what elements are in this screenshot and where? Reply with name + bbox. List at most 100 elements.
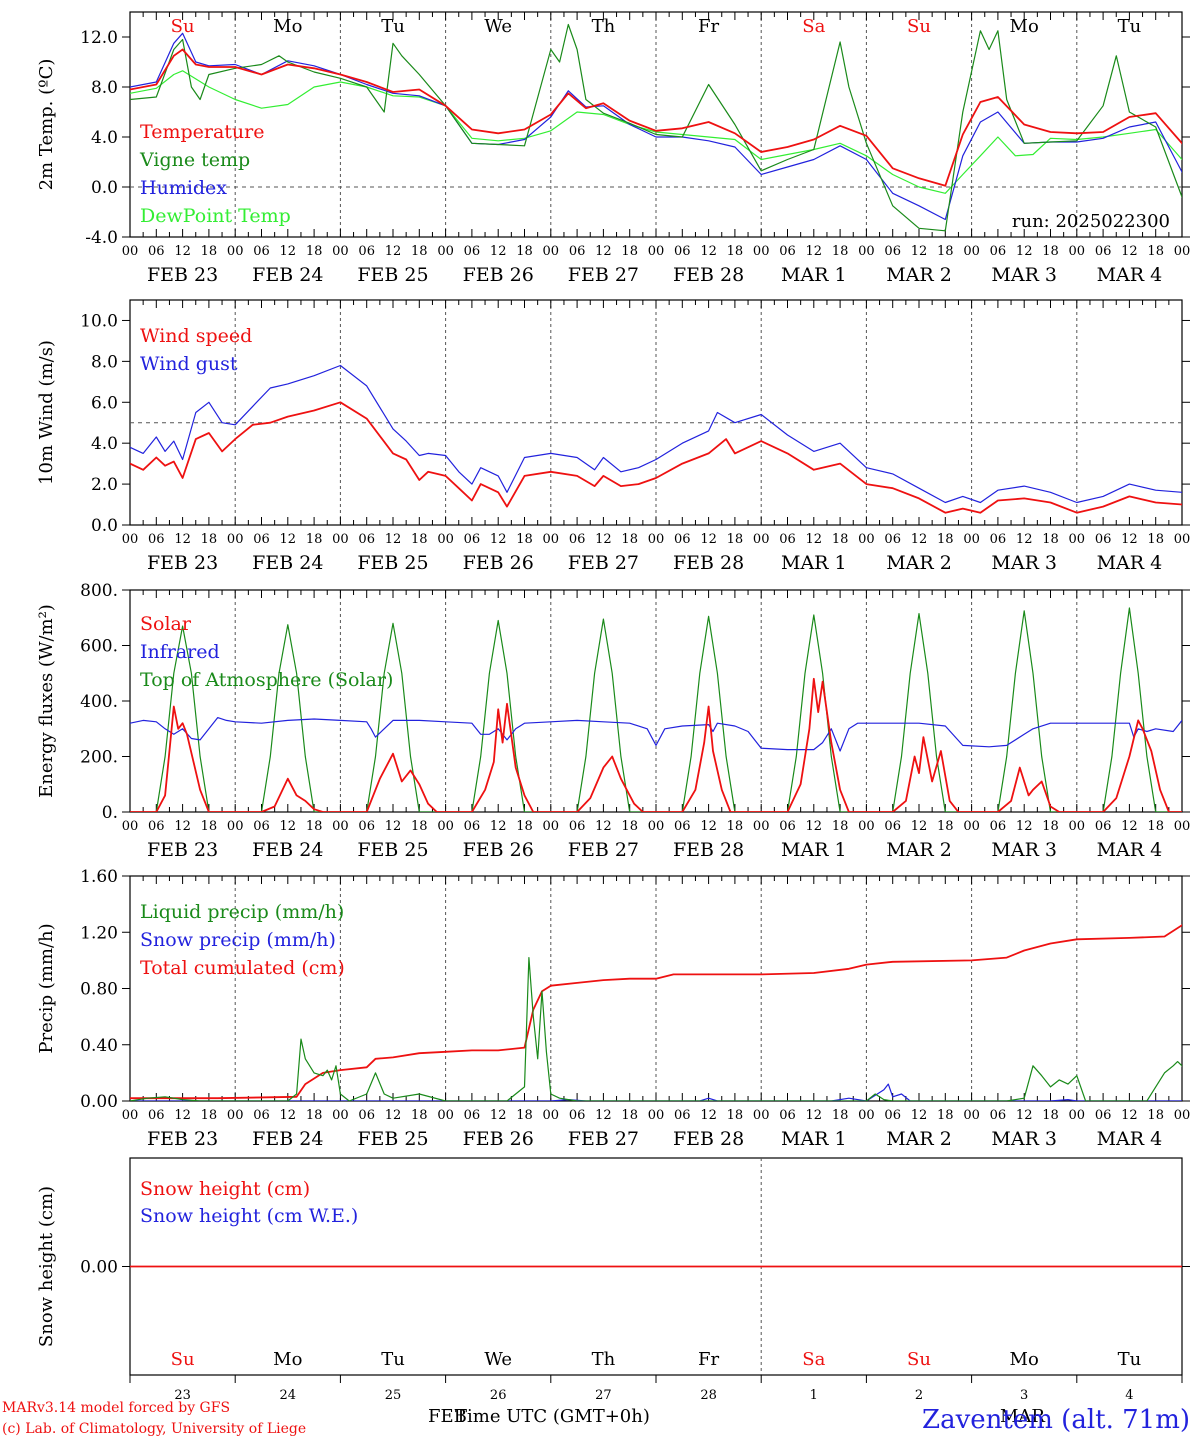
hour-tick-label: 12	[1121, 1108, 1138, 1123]
hour-tick-label: 12	[806, 532, 823, 547]
date-label: FEB 28	[673, 264, 744, 286]
hour-tick-label: 12	[174, 1108, 191, 1123]
hour-tick-label: 12	[806, 244, 823, 259]
hour-tick-label: 18	[937, 244, 954, 259]
weekday-label: Th	[592, 16, 616, 37]
hour-tick-label: 06	[358, 244, 375, 259]
hour-tick-label: 18	[306, 532, 323, 547]
hour-tick-label: 00	[543, 532, 560, 547]
weekday-label: Tu	[1118, 16, 1142, 37]
hour-tick-label: 06	[358, 1108, 375, 1123]
date-label: FEB 26	[463, 839, 534, 861]
hour-tick-label: 12	[595, 532, 612, 547]
legend-temperature: Temperature	[140, 121, 264, 143]
legend-wind-speed: Wind speed	[140, 325, 252, 347]
hour-tick-label: 06	[148, 1108, 165, 1123]
hour-tick-label: 00	[1174, 1108, 1191, 1123]
weekday-label: Mo	[1010, 16, 1039, 37]
month-label-left: FEB	[428, 1406, 467, 1427]
hour-tick-label: 18	[1147, 532, 1164, 547]
hour-tick-label: 12	[1016, 1108, 1033, 1123]
hour-tick-label: 06	[990, 819, 1007, 834]
hour-tick-label: 12	[490, 819, 507, 834]
hour-tick-label: 06	[884, 244, 901, 259]
hour-tick-label: 00	[1174, 244, 1191, 259]
y-tick-label: 0.0	[91, 178, 118, 198]
y-tick-label: 0.40	[80, 1036, 118, 1056]
hour-tick-label: 18	[306, 1108, 323, 1123]
hour-tick-label: 18	[411, 819, 428, 834]
y-tick-label: 1.60	[80, 867, 118, 887]
date-label: FEB 23	[147, 839, 218, 861]
hour-tick-label: 00	[963, 532, 980, 547]
y-tick-label: -4.0	[85, 228, 118, 248]
date-label: MAR 2	[886, 839, 952, 861]
series-group	[130, 364, 1182, 514]
date-label: MAR 4	[1097, 1128, 1163, 1150]
hour-tick-label: 12	[700, 532, 717, 547]
date-label: MAR 2	[886, 552, 952, 574]
legend-snow-precip-mm-h: Snow precip (mm/h)	[140, 929, 336, 951]
hour-tick-label: 12	[1121, 819, 1138, 834]
series-line-wind-gust	[130, 364, 1182, 504]
date-label: MAR 1	[781, 839, 847, 861]
hour-tick-label: 00	[1069, 244, 1086, 259]
hour-tick-label: 00	[437, 244, 454, 259]
date-label: MAR 1	[781, 264, 847, 286]
hour-tick-label: 00	[437, 532, 454, 547]
y-tick-label: 8.0	[91, 78, 118, 98]
hour-tick-label: 00	[227, 1108, 244, 1123]
hour-tick-label: 12	[280, 1108, 297, 1123]
day-number-label: 4	[1125, 1388, 1133, 1403]
hour-tick-label: 18	[516, 244, 533, 259]
hour-tick-label: 06	[358, 532, 375, 547]
hour-tick-label: 00	[963, 819, 980, 834]
day-number-label: 26	[490, 1388, 507, 1403]
hour-tick-label: 12	[1121, 532, 1138, 547]
series-line-liquid-precip-mm-h	[130, 957, 1182, 1101]
y-tick-label: 0.	[102, 803, 118, 823]
panels-layer: 00 06 12 18 00 06 12 18 00 06 12 18 00 06 12 18 00 06 12 18…	[36, 11, 1191, 1403]
date-label: FEB 25	[357, 264, 428, 286]
hour-tick-label: 06	[464, 819, 481, 834]
y-tick-label: 4.0	[91, 434, 118, 454]
y-tick-label: 12.0	[80, 28, 118, 48]
hour-tick-label: 12	[595, 244, 612, 259]
weekday-label: Mo	[1010, 1349, 1039, 1370]
hour-tick-label: 06	[464, 532, 481, 547]
hour-tick-label: 06	[253, 532, 270, 547]
date-label: MAR 1	[781, 1128, 847, 1150]
legend-vigne-temp: Vigne temp	[139, 149, 250, 171]
hour-tick-label: 18	[727, 532, 744, 547]
hour-tick-label: 18	[1147, 244, 1164, 259]
hour-tick-label: 00	[122, 819, 139, 834]
hour-tick-label: 06	[779, 532, 796, 547]
date-label: FEB 23	[147, 1128, 218, 1150]
series-line-vigne-temp	[130, 23, 1182, 232]
date-label: FEB 25	[357, 552, 428, 574]
hour-tick-label: 18	[937, 532, 954, 547]
hour-tick-label: 12	[174, 819, 191, 834]
hour-tick-label: 06	[464, 244, 481, 259]
hour-tick-label: 18	[411, 1108, 428, 1123]
date-label: FEB 28	[673, 552, 744, 574]
weekday-label: Fr	[698, 16, 719, 37]
hour-tick-label: 12	[1121, 244, 1138, 259]
hour-tick-label: 00	[122, 1108, 139, 1123]
series-group	[130, 607, 1182, 812]
y-axis-label: 2m Temp. (ºC)	[36, 59, 57, 191]
legend-snow-height-cm: Snow height (cm)	[140, 1178, 310, 1200]
hour-tick-label: 00	[122, 244, 139, 259]
legend-liquid-precip-mm-h: Liquid precip (mm/h)	[140, 901, 344, 923]
hour-tick-label: 00	[543, 244, 560, 259]
lab-credit: (c) Lab. of Climatology, University of L…	[2, 1421, 306, 1437]
day-number-label: 1	[810, 1388, 818, 1403]
date-label: FEB 28	[673, 839, 744, 861]
hour-tick-label: 18	[832, 1108, 849, 1123]
hour-tick-label: 12	[280, 244, 297, 259]
hour-tick-label: 12	[806, 1108, 823, 1123]
hour-tick-label: 06	[990, 244, 1007, 259]
hour-tick-label: 06	[779, 1108, 796, 1123]
hour-tick-label: 12	[911, 532, 928, 547]
